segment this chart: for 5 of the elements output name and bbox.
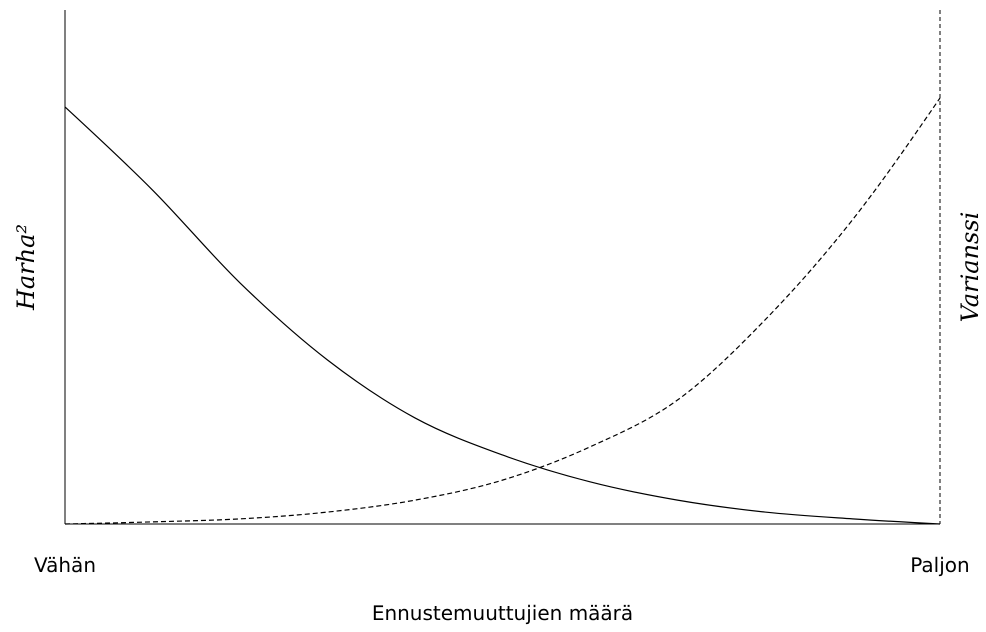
y2-axis-title: Varianssi	[956, 212, 984, 322]
x-axis-title: Ennustemuuttujien määrä	[372, 601, 634, 625]
x-tick-label: Vähän	[34, 553, 96, 577]
x-tick-label: Paljon	[910, 553, 970, 577]
y-axis-title: Harha²	[12, 224, 40, 312]
